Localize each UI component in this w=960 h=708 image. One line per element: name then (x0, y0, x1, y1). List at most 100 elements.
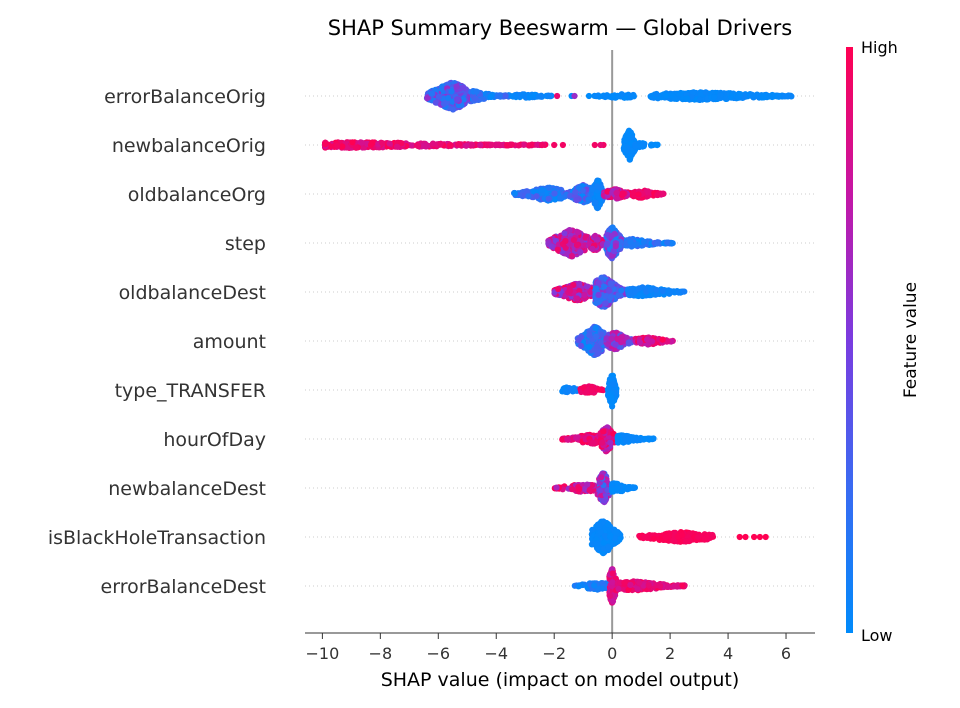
data-point (408, 142, 415, 149)
data-point (614, 435, 622, 442)
data-point (598, 274, 605, 281)
data-point (508, 141, 516, 148)
data-point (562, 388, 569, 395)
data-point (610, 247, 617, 255)
data-point (557, 195, 564, 202)
data-point (622, 137, 629, 144)
data-point (648, 338, 656, 345)
data-point (659, 336, 666, 343)
feature-row-points (511, 177, 667, 212)
data-point (339, 143, 346, 150)
data-point (599, 439, 606, 446)
data-point (496, 92, 503, 99)
data-point (590, 439, 597, 447)
data-point (586, 487, 593, 494)
data-point (575, 337, 582, 344)
data-point (595, 178, 602, 185)
data-point (668, 239, 675, 247)
data-point (609, 224, 616, 231)
data-point (781, 93, 789, 100)
data-point (610, 430, 617, 437)
data-point (581, 292, 588, 299)
data-point (598, 339, 605, 346)
data-point (566, 227, 573, 234)
data-point (504, 142, 511, 149)
data-point (589, 482, 596, 489)
data-point (553, 484, 560, 491)
data-point (525, 193, 532, 200)
data-point (573, 242, 581, 249)
data-point (594, 350, 602, 357)
data-point (612, 243, 619, 250)
data-point (379, 140, 386, 147)
data-point (574, 229, 582, 236)
data-point (636, 292, 643, 299)
data-point (602, 300, 609, 307)
data-point (654, 240, 661, 247)
data-point (523, 188, 531, 195)
data-point (681, 288, 688, 295)
data-point (609, 381, 617, 388)
data-point (472, 95, 479, 102)
data-point (609, 93, 616, 100)
data-point (422, 143, 429, 150)
data-point (644, 336, 651, 343)
data-point (696, 96, 703, 103)
data-point (538, 142, 546, 149)
data-point (588, 387, 595, 394)
data-point (607, 294, 614, 301)
data-point (622, 437, 629, 445)
data-point (446, 142, 453, 149)
data-point (554, 246, 562, 253)
data-point (583, 283, 591, 290)
data-point (630, 93, 638, 100)
data-point (595, 193, 602, 200)
data-point (601, 283, 608, 290)
data-point (453, 83, 460, 90)
data-point (567, 192, 574, 199)
data-point (559, 436, 566, 443)
data-point (594, 236, 601, 243)
data-point (487, 93, 494, 100)
data-point (477, 142, 484, 149)
data-point (602, 293, 609, 300)
data-point (608, 232, 615, 240)
data-point (621, 146, 628, 153)
data-point (515, 142, 522, 149)
data-point (526, 94, 533, 101)
row-guides (305, 95, 815, 587)
data-point (576, 287, 583, 295)
data-point (551, 141, 558, 149)
data-point (654, 191, 661, 199)
data-point (577, 342, 585, 349)
data-point (759, 92, 766, 99)
data-point (398, 140, 405, 147)
data-point (526, 142, 533, 149)
data-point (552, 195, 559, 203)
data-point (367, 141, 375, 148)
data-point (424, 95, 431, 102)
data-point (566, 241, 573, 248)
data-point (520, 141, 527, 148)
data-point (468, 141, 476, 148)
data-point (615, 292, 623, 299)
data-point (648, 141, 656, 149)
data-point (592, 199, 599, 206)
data-point (640, 141, 647, 148)
data-point (632, 289, 639, 296)
data-point (358, 139, 365, 146)
data-point (623, 334, 630, 341)
feature-row-points (322, 127, 661, 163)
data-point (519, 91, 526, 98)
data-point (654, 142, 661, 149)
data-point (645, 435, 652, 442)
data-point (587, 288, 594, 296)
data-point (600, 428, 607, 435)
data-point (660, 190, 667, 197)
data-point (647, 286, 654, 294)
data-point (619, 190, 626, 197)
data-point (640, 238, 648, 245)
data-point (766, 93, 774, 100)
data-point (572, 189, 579, 196)
data-point (546, 185, 553, 192)
